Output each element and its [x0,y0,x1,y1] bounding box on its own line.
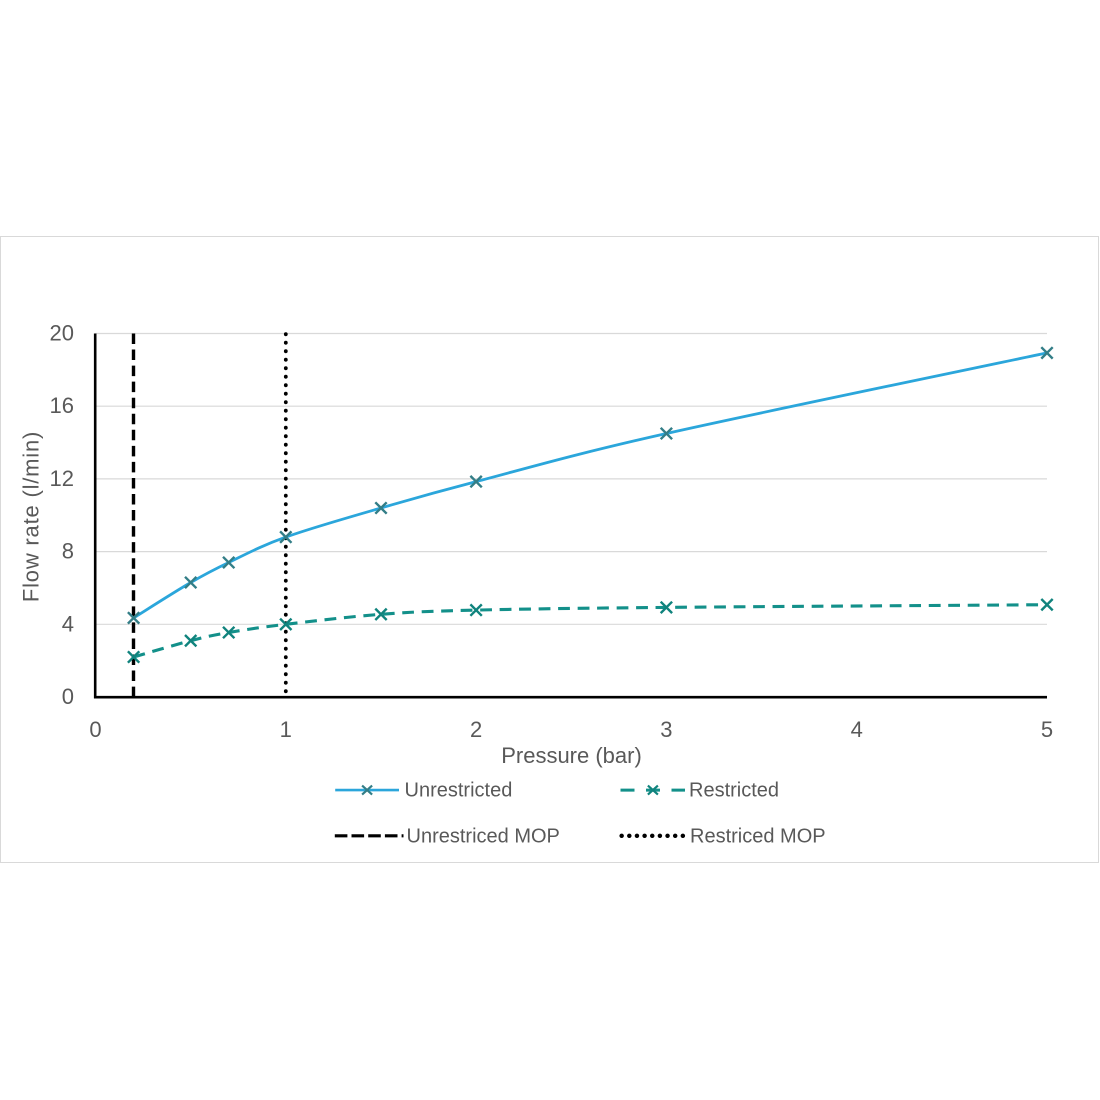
svg-text:5: 5 [1041,717,1053,742]
svg-text:20: 20 [50,321,74,346]
svg-text:4: 4 [851,717,863,742]
svg-text:Unrestricted: Unrestricted [405,780,513,802]
svg-text:Flow rate (l/min): Flow rate (l/min) [19,431,44,602]
svg-text:Restricted: Restricted [689,780,779,802]
svg-text:Unrestriced MOP: Unrestriced MOP [407,826,560,848]
svg-text:2: 2 [470,717,482,742]
svg-text:12: 12 [50,466,74,491]
svg-text:8: 8 [62,539,74,564]
svg-text:16: 16 [50,393,74,418]
svg-text:Pressure (bar): Pressure (bar) [501,743,642,768]
svg-text:1: 1 [280,717,292,742]
svg-text:0: 0 [89,717,101,742]
svg-text:0: 0 [62,684,74,709]
svg-text:3: 3 [660,717,672,742]
svg-text:4: 4 [62,611,74,636]
svg-text:Restriced MOP: Restriced MOP [690,826,826,848]
